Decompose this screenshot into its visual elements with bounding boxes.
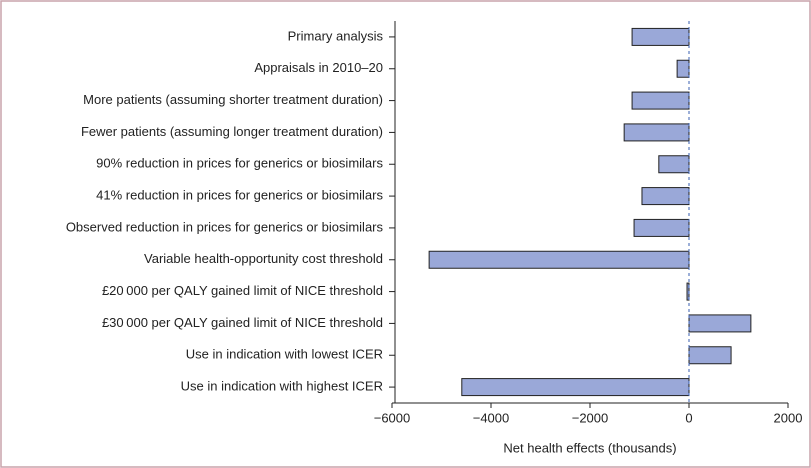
y-tick-label: Use in indication with highest ICER bbox=[181, 379, 383, 394]
bar bbox=[633, 218, 690, 237]
y-tick-label: £20 000 per QALY gained limit of NICE th… bbox=[102, 283, 383, 298]
bar bbox=[461, 378, 690, 397]
bar bbox=[428, 250, 690, 269]
y-tick-label: Appraisals in 2010–20 bbox=[254, 60, 383, 75]
x-tick-label: 0 bbox=[685, 410, 692, 425]
bar bbox=[631, 91, 690, 110]
y-tick-label: Observed reduction in prices for generic… bbox=[66, 219, 384, 234]
bar bbox=[676, 59, 690, 78]
y-tick-label: More patients (assuming shorter treatmen… bbox=[83, 92, 383, 107]
bar bbox=[688, 346, 732, 365]
x-tick-label: 2000 bbox=[774, 410, 803, 425]
x-tick-label: −4000 bbox=[473, 410, 510, 425]
x-tick-label: −2000 bbox=[572, 410, 609, 425]
bar bbox=[641, 187, 690, 206]
y-tick-label: £30 000 per QALY gained limit of NICE th… bbox=[102, 315, 383, 330]
x-axis-label: Net health effects (thousands) bbox=[503, 440, 676, 455]
y-tick-label: Fewer patients (assuming longer treatmen… bbox=[81, 124, 383, 139]
y-tick-label: 90% reduction in prices for generics or … bbox=[96, 156, 383, 171]
bar bbox=[658, 155, 690, 174]
y-tick-label: Variable health-opportunity cost thresho… bbox=[144, 251, 383, 266]
x-tick-label: −6000 bbox=[374, 410, 411, 425]
bar bbox=[623, 123, 690, 142]
bar bbox=[688, 314, 752, 333]
y-tick-label: Use in indication with lowest ICER bbox=[186, 347, 383, 362]
bar bbox=[631, 27, 690, 46]
y-tick-label: 41% reduction in prices for generics or … bbox=[96, 188, 383, 203]
y-tick-label: Primary analysis bbox=[288, 28, 384, 43]
